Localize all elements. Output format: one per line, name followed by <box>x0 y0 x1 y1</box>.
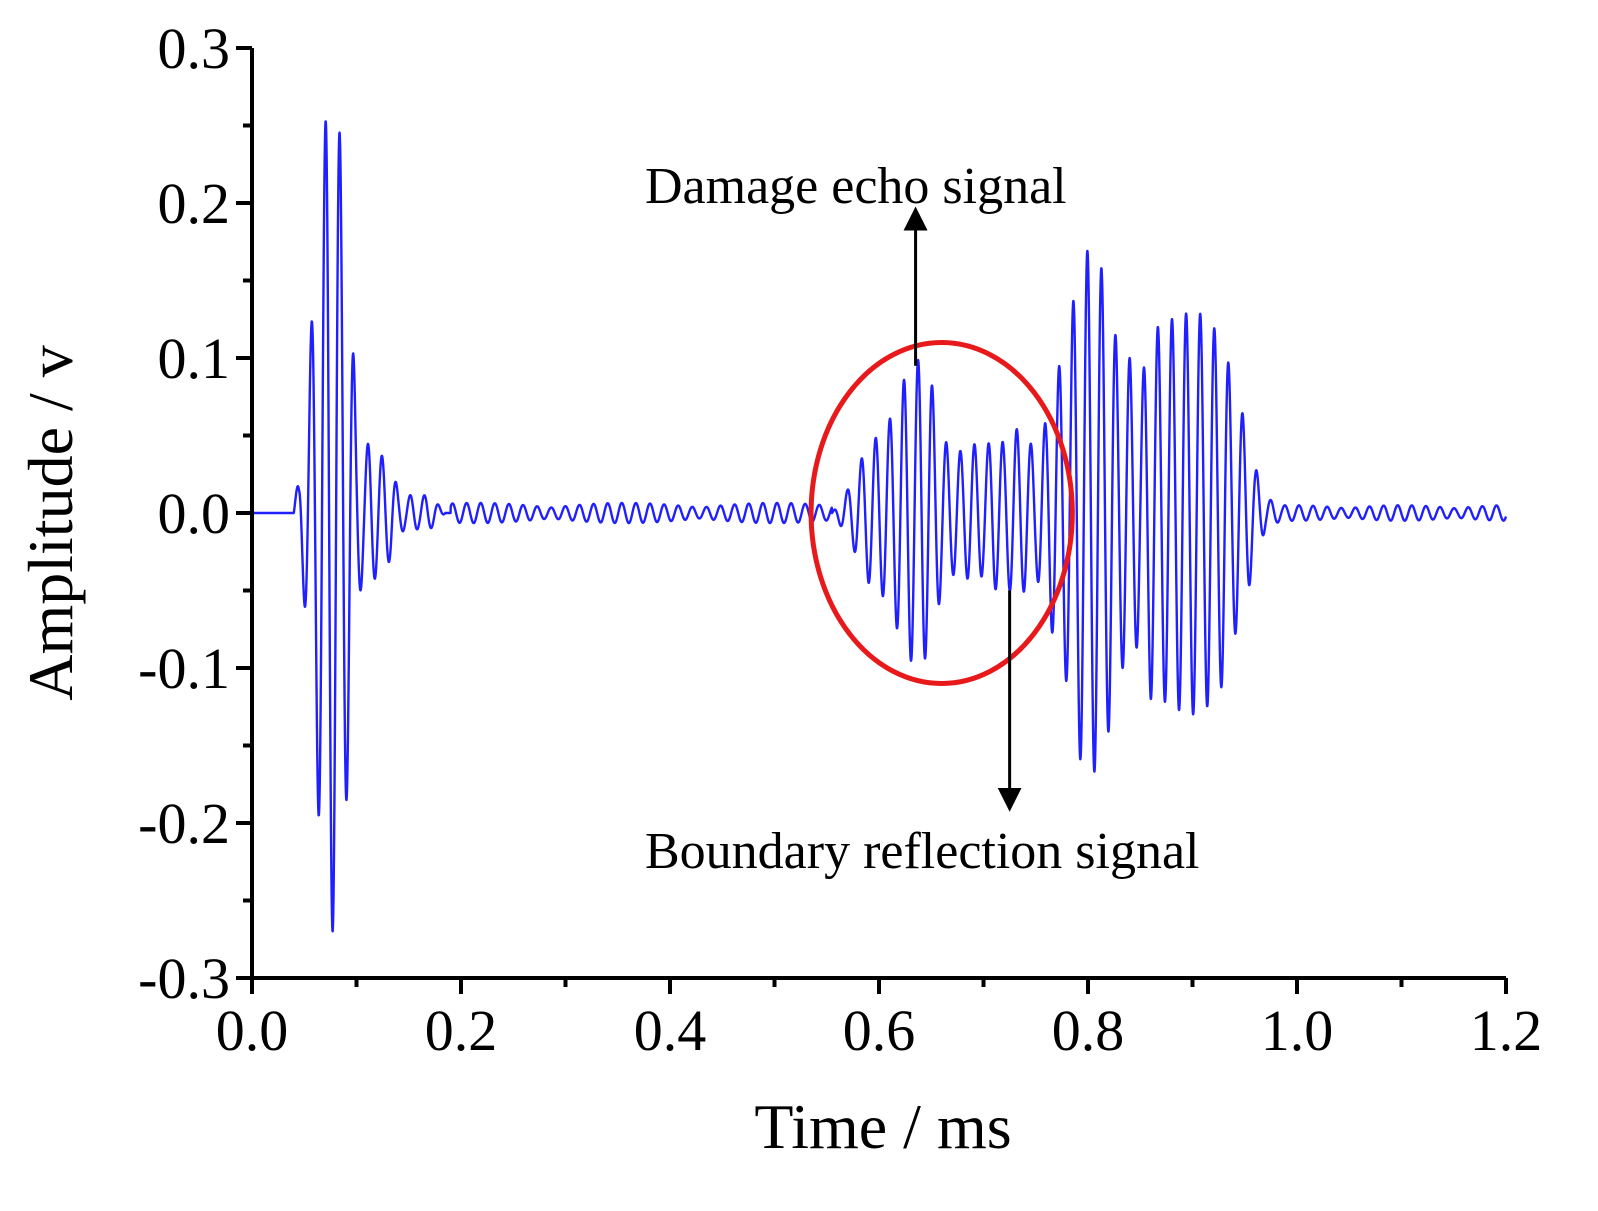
y-tick-label: -0.1 <box>138 636 230 701</box>
y-tick-label: 0.1 <box>158 326 231 391</box>
x-tick-label: 1.0 <box>1261 998 1334 1063</box>
highlight-ellipse <box>808 340 1075 686</box>
x-tick-label: 0.6 <box>843 998 916 1063</box>
y-tick-label: 0.2 <box>158 171 231 236</box>
y-tick-label: -0.3 <box>138 946 230 1011</box>
y-axis-title: Amplitude / v <box>15 345 86 701</box>
y-tick-label: -0.2 <box>138 791 230 856</box>
axes-layer: Time / ms Amplitude / v <box>15 48 1506 1162</box>
y-tick-label: 0.3 <box>158 16 231 81</box>
x-tick-label: 0.0 <box>216 998 289 1063</box>
x-tick-label: 1.2 <box>1470 998 1543 1063</box>
y-tick-label: 0.0 <box>158 481 231 546</box>
x-axis-title: Time / ms <box>754 1091 1011 1162</box>
x-tick-label: 0.8 <box>1052 998 1125 1063</box>
annotation-layer: Damage echo signal Boundary reflection si… <box>645 158 1200 880</box>
highlight-layer <box>808 340 1075 686</box>
x-tick-label: 0.4 <box>634 998 707 1063</box>
ticks-layer: 0.0 0.2 0.4 0.6 0.8 1.0 1.2 -0.3 -0.2 -0.1 0.0 0.1 0… <box>138 16 1542 1063</box>
x-tick-label: 0.2 <box>425 998 498 1063</box>
signal-layer <box>251 120 1508 933</box>
signal-series-line <box>251 120 1508 933</box>
boundary-reflection-label: Boundary reflection signal <box>645 823 1200 880</box>
damage-echo-label: Damage echo signal <box>645 158 1067 215</box>
